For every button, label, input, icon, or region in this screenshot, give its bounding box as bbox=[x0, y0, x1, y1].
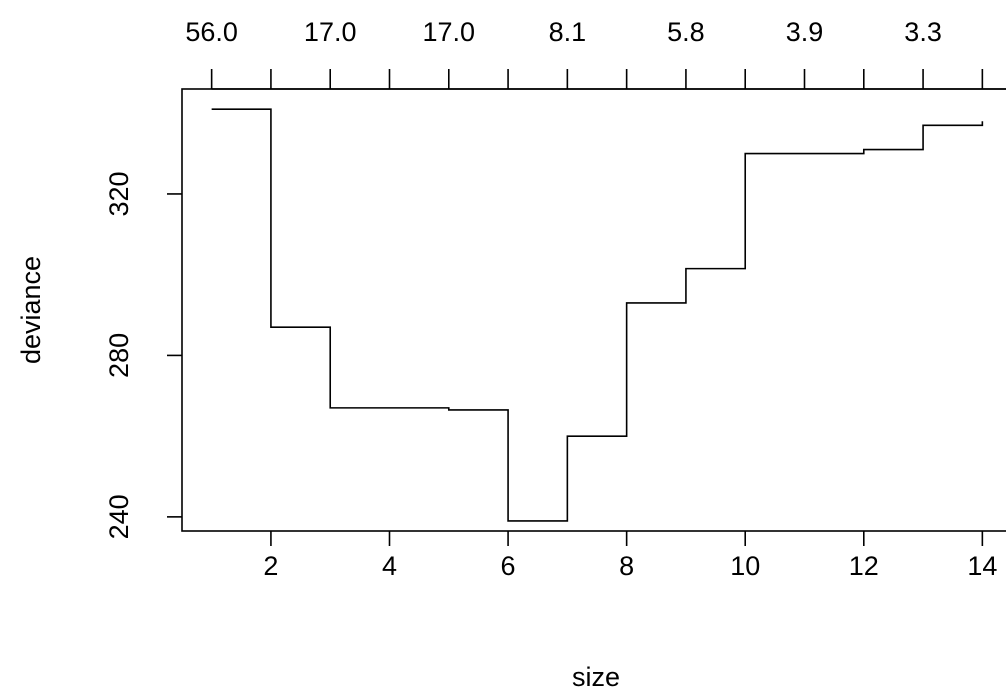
top-axis: 56.0 17.0 17.0 8.1 5.8 3.9 3.3 bbox=[185, 17, 1006, 90]
x-axis: 2 4 6 8 10 12 14 bbox=[263, 531, 997, 581]
x-tick-label: 14 bbox=[967, 551, 997, 581]
top-tick-label: 3.3 bbox=[904, 17, 942, 47]
x-axis-title: size bbox=[572, 662, 620, 692]
y-tick-label: 240 bbox=[104, 494, 134, 539]
top-tick-label: 17.0 bbox=[304, 17, 357, 47]
x-tick-label: 10 bbox=[730, 551, 760, 581]
y-axis-title: deviance bbox=[16, 256, 46, 364]
top-tick-label: 17.0 bbox=[423, 17, 476, 47]
series-step-line bbox=[211, 108, 984, 522]
top-tick-label: 56.0 bbox=[185, 17, 238, 47]
x-tick-label: 2 bbox=[263, 551, 278, 581]
x-tick-label: 6 bbox=[501, 551, 516, 581]
top-tick-label: 5.8 bbox=[667, 17, 705, 47]
x-tick-label: 12 bbox=[849, 551, 879, 581]
y-tick-label: 320 bbox=[104, 171, 134, 216]
top-tick-label: 8.1 bbox=[549, 17, 587, 47]
plot-box bbox=[181, 88, 1006, 532]
y-axis: 240 280 320 bbox=[104, 171, 182, 539]
x-tick-label: 8 bbox=[619, 551, 634, 581]
y-tick-label: 280 bbox=[104, 333, 134, 378]
series-group bbox=[211, 108, 984, 522]
top-tick-label: 3.9 bbox=[786, 17, 824, 47]
x-tick-label: 4 bbox=[382, 551, 397, 581]
